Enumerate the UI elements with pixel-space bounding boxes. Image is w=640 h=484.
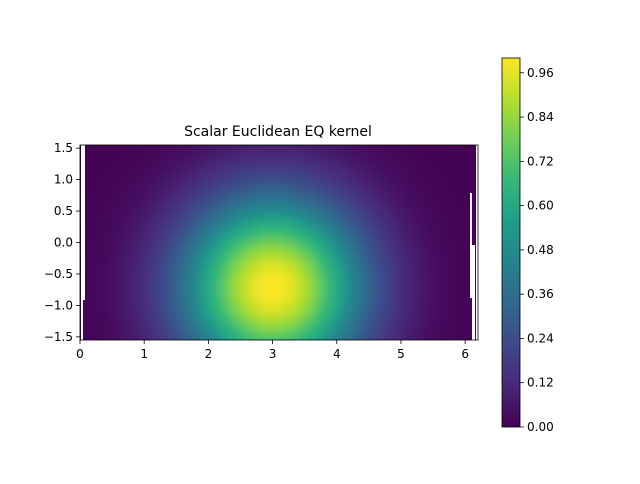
colorbar-tick-label: 0.96 [527,66,554,80]
colorbar-scale [501,57,521,428]
edge-gaps [81,145,478,340]
colorbar-tick-label: 0.36 [527,287,554,301]
colorbar: 0.00 0.12 0.24 0.36 0.48 0.60 0.72 0.84 0.96 [501,57,554,434]
colorbar-tick-label: 0.60 [527,199,554,213]
y-tick-label: 1.5 [54,141,73,155]
y-axis: 1.5 1.0 0.5 0.0 −0.5 −1.0 −1.5 [44,141,80,344]
x-tick-label: 1 [140,347,148,361]
x-tick-label: 6 [461,347,469,361]
x-axis: 0 1 2 3 4 5 6 [76,340,469,361]
x-tick-label: 4 [333,347,341,361]
y-tick-label: 1.0 [54,173,73,187]
edge-gap [472,245,475,340]
plot-area [80,145,478,340]
y-tick-label: −0.5 [44,267,73,281]
x-tick-label: 0 [76,347,84,361]
x-tick-label: 5 [397,347,405,361]
plot-frame [79,144,479,341]
colorbar-tick-label: 0.12 [527,376,554,390]
colorbar-tick-label: 0.72 [527,154,554,168]
colorbar-tick-label: 0.48 [527,243,554,257]
kernel-heatmap [80,145,478,340]
x-tick-label: 2 [205,347,213,361]
x-tick-label: 3 [269,347,277,361]
edge-gap [81,145,85,300]
edge-gap [470,193,472,298]
chart-title: Scalar Euclidean EQ kernel [184,124,372,140]
colorbar-tick-label: 0.00 [527,420,554,434]
edge-gap [81,300,83,340]
y-tick-label: 0.5 [54,204,73,218]
y-tick-label: −1.5 [44,330,73,344]
y-tick-label: −1.0 [44,298,73,312]
edge-gap [476,145,478,340]
colorbar-tick-label: 0.24 [527,331,554,345]
colorbar-tick-label: 0.84 [527,110,554,124]
y-tick-label: 0.0 [54,236,73,250]
colorbar-ticks: 0.00 0.12 0.24 0.36 0.48 0.60 0.72 0.84 0.96 [520,66,554,434]
